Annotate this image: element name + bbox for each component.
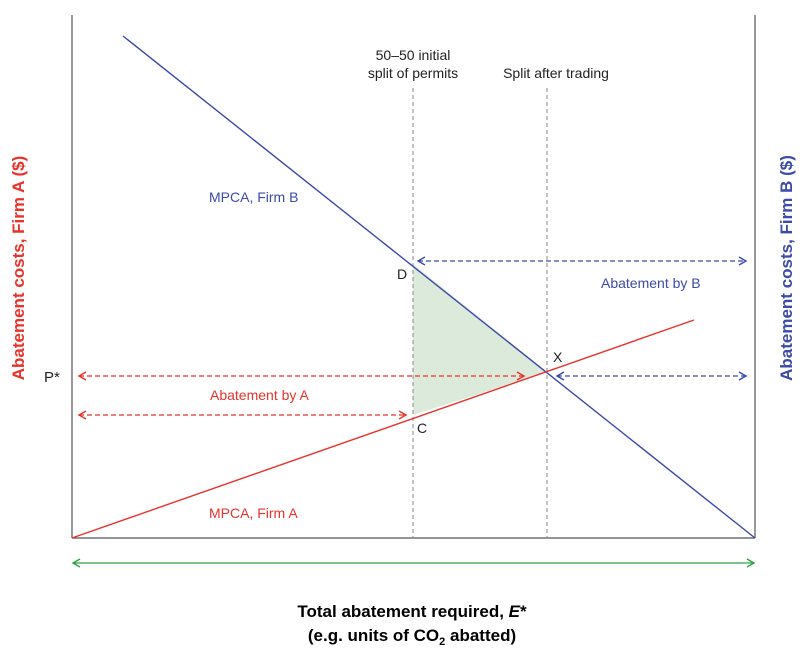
mpca-firm-b-label: MPCA, Firm B [209, 189, 298, 205]
gains-from-trade-area [413, 264, 547, 415]
p-star-label: P* [44, 369, 60, 386]
right-axis-title: Abatement costs, Firm B ($) [777, 155, 796, 381]
mpca-firm-b-line [122, 35, 756, 539]
initial-split-label-line2: split of permits [368, 65, 458, 81]
initial-split-label-line1: 50–50 initial [376, 47, 451, 63]
abatement-by-b-label: Abatement by B [601, 275, 701, 291]
x-axis-title-line1: Total abatement required, E* [297, 602, 527, 621]
point-d-label: D [397, 266, 407, 282]
x-axis-title-line2: (e.g. units of CO2 abatted) [308, 626, 516, 648]
point-x-label: X [553, 349, 563, 365]
point-c-label: C [417, 420, 427, 436]
mpca-firm-a-line [71, 319, 695, 539]
left-axis-title: Abatement costs, Firm A ($) [9, 156, 28, 381]
after-trading-label: Split after trading [503, 65, 609, 81]
mpca-firm-a-label: MPCA, Firm A [209, 505, 298, 521]
abatement-by-a-label: Abatement by A [210, 387, 310, 403]
